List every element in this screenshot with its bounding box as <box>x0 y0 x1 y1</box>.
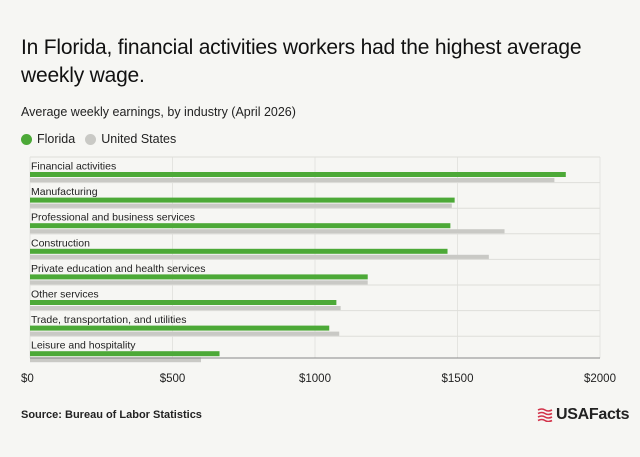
bar-united-states <box>30 357 201 363</box>
bar-florida <box>30 351 220 357</box>
bar-united-states <box>30 203 452 209</box>
logo-text: USAFacts <box>556 406 630 423</box>
category-label: Trade, transportation, and utilities <box>31 314 186 326</box>
category-label: Professional and business services <box>31 212 195 224</box>
legend-swatch-florida <box>21 133 32 145</box>
bar-florida <box>30 197 455 203</box>
bar-florida <box>30 248 448 254</box>
x-tick-label: $1500 <box>442 373 474 385</box>
bar-florida <box>30 274 368 280</box>
x-tick-label: $2000 <box>584 373 616 385</box>
legend-label-florida: Florida <box>37 132 76 146</box>
bar-united-states <box>30 254 489 260</box>
category-label: Manufacturing <box>31 186 98 198</box>
bar-florida <box>30 223 451 229</box>
chart-legend: Florida United States <box>21 132 186 146</box>
legend-item-united-states: United States <box>85 132 176 146</box>
chart-subtitle: Average weekly earnings, by industry (Ap… <box>21 105 296 119</box>
bar-united-states <box>30 280 368 286</box>
category-label: Construction <box>31 237 90 249</box>
bar-united-states <box>30 178 555 183</box>
category-label: Financial activities <box>31 161 116 173</box>
source-note: Source: Bureau of Labor Statistics <box>21 409 202 421</box>
usafacts-logo[interactable]: USAFacts <box>537 406 629 424</box>
category-label: Other services <box>31 289 99 301</box>
bar-florida <box>30 300 337 305</box>
legend-item-florida: Florida <box>21 132 75 146</box>
bar-florida <box>30 172 566 177</box>
x-tick-label: $1000 <box>299 373 331 385</box>
category-label: Leisure and hospitality <box>31 340 136 352</box>
x-tick-label: $0 <box>21 373 34 385</box>
legend-swatch-united-states <box>85 133 97 145</box>
bar-united-states <box>30 306 341 311</box>
category-label: Private education and health services <box>31 263 206 275</box>
usafacts-flag-icon <box>537 408 553 422</box>
bar-united-states <box>30 229 505 235</box>
chart-headline: In Florida, financial activities workers… <box>21 36 582 87</box>
x-tick-label: $500 <box>160 373 186 385</box>
legend-label-united-states: United States <box>101 132 177 146</box>
bar-florida <box>30 325 330 331</box>
bar-united-states <box>30 331 340 337</box>
